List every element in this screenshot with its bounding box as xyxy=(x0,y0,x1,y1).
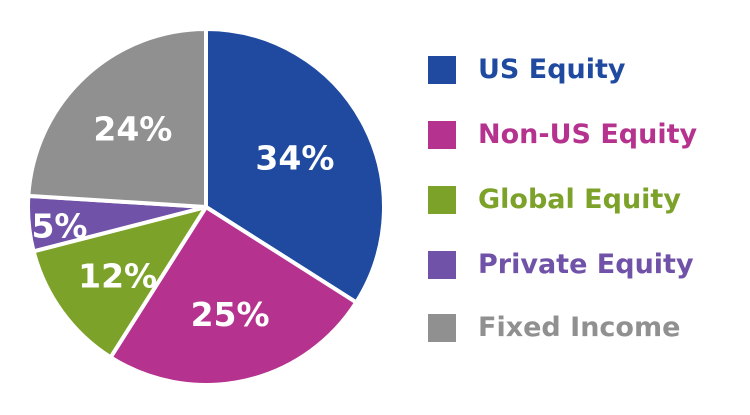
legend-item-global-equity: Global Equity xyxy=(428,180,681,220)
legend-swatch-private-equity xyxy=(428,251,456,279)
legend-swatch-global-equity xyxy=(428,186,456,214)
pie-slice-non-us-equity xyxy=(108,205,359,387)
legend-item-fixed-income: Fixed Income xyxy=(428,308,680,348)
legend-label-global-equity: Global Equity xyxy=(478,184,681,215)
legend-label-private-equity: Private Equity xyxy=(478,249,694,280)
legend-swatch-us-equity xyxy=(428,56,456,84)
legend-item-private-equity: Private Equity xyxy=(428,245,694,285)
pie-slice-global-equity xyxy=(31,205,208,360)
pie-label-non-us-equity: 25% xyxy=(191,295,270,334)
pie-label-us-equity: 34% xyxy=(255,139,334,178)
pie-label-global-equity: 12% xyxy=(78,257,157,296)
pie-slice-fixed-income xyxy=(26,27,208,209)
legend-item-us-equity: US Equity xyxy=(428,50,626,90)
legend-swatch-fixed-income xyxy=(428,314,456,342)
legend-label-fixed-income: Fixed Income xyxy=(478,312,681,343)
pie-chart: 34% 25% 12% 5% 24% xyxy=(26,27,386,387)
pie-label-fixed-income: 24% xyxy=(93,110,172,149)
legend-item-non-us-equity: Non-US Equity xyxy=(428,115,697,155)
pie-label-private-equity: 5% xyxy=(31,207,87,246)
legend-label-us-equity: US Equity xyxy=(478,54,626,85)
legend-label-non-us-equity: Non-US Equity xyxy=(478,119,698,150)
legend-swatch-non-us-equity xyxy=(428,121,456,149)
